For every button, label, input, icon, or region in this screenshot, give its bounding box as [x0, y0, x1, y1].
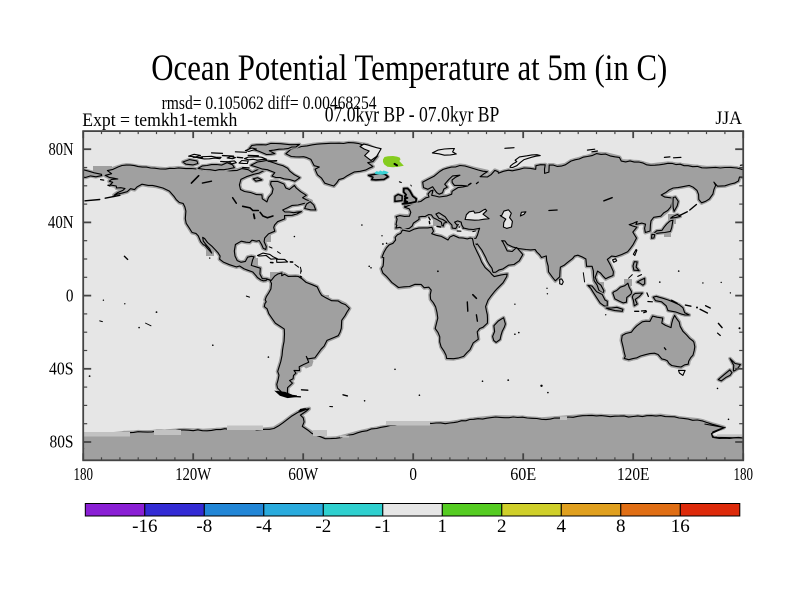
svg-text:120E: 120E — [617, 464, 650, 484]
svg-text:40N: 40N — [48, 212, 74, 232]
svg-text:Ocean Potential Temperature at: Ocean Potential Temperature at 5m (in C) — [151, 48, 667, 89]
svg-text:Expt = temkh1-temkh: Expt = temkh1-temkh — [82, 110, 237, 131]
svg-text:80S: 80S — [50, 432, 74, 452]
svg-text:16: 16 — [671, 516, 690, 537]
svg-text:60W: 60W — [288, 464, 318, 484]
svg-text:180: 180 — [733, 464, 753, 484]
svg-text:-4: -4 — [256, 516, 272, 537]
svg-text:JJA: JJA — [715, 108, 742, 129]
svg-text:0: 0 — [66, 286, 74, 306]
svg-text:40S: 40S — [49, 359, 74, 379]
svg-text:rmsd= 0.105062 diff= 0.0046825: rmsd= 0.105062 diff= 0.00468254 — [162, 93, 377, 114]
svg-text:-8: -8 — [196, 516, 212, 537]
svg-text:8: 8 — [616, 516, 626, 537]
svg-text:4: 4 — [557, 516, 567, 537]
svg-text:180: 180 — [73, 464, 93, 484]
svg-text:1: 1 — [438, 516, 448, 537]
svg-text:60E: 60E — [510, 464, 536, 484]
svg-text:80N: 80N — [49, 139, 74, 159]
svg-text:-1: -1 — [375, 516, 391, 537]
svg-text:-16: -16 — [132, 516, 157, 537]
svg-text:0: 0 — [409, 464, 417, 484]
svg-text:120W: 120W — [175, 464, 211, 484]
svg-text:07.0kyr BP - 07.0kyr BP: 07.0kyr BP - 07.0kyr BP — [325, 102, 500, 127]
svg-text:2: 2 — [497, 516, 507, 537]
svg-text:-2: -2 — [315, 516, 331, 537]
